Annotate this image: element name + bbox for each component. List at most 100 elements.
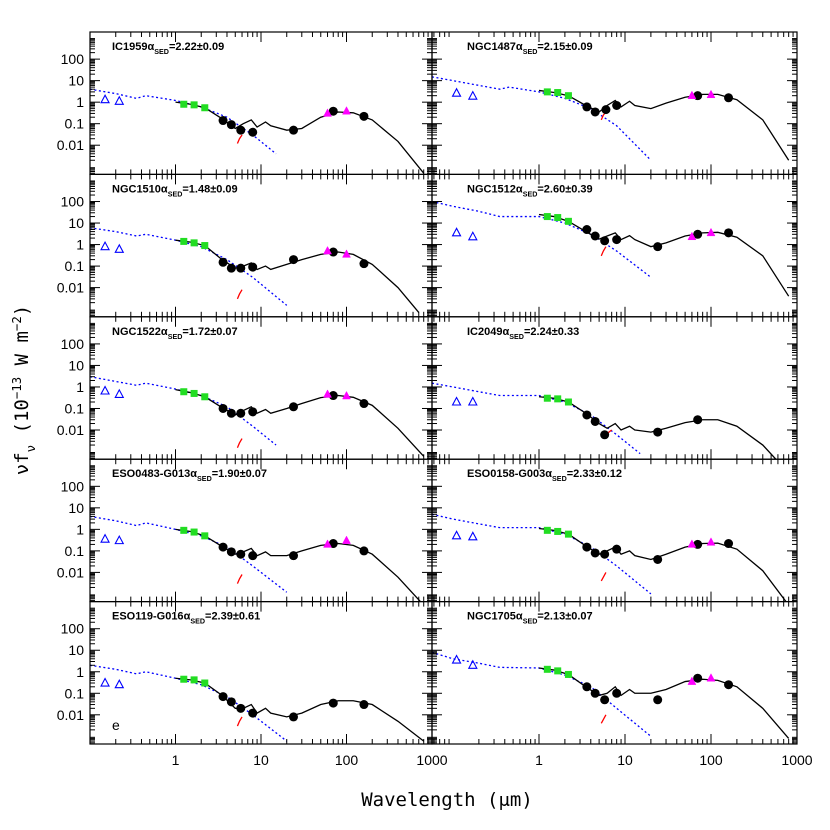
y-tick-label: 10 (68, 642, 84, 658)
data-point (201, 242, 209, 250)
model-curve (538, 527, 787, 602)
data-point (190, 676, 198, 684)
galaxy-name: NGC1522 (112, 326, 161, 338)
data-point (600, 549, 610, 559)
data-point (323, 108, 332, 117)
label-part: ) (11, 305, 33, 316)
data-point (236, 408, 246, 418)
data-point (601, 105, 611, 115)
data-point (218, 403, 228, 413)
y-tick-label: 0.01 (57, 707, 84, 723)
y-tick-label: 100 (61, 194, 85, 210)
data-point (467, 659, 478, 669)
panel-note: e (112, 717, 120, 733)
data-point (564, 398, 572, 406)
data-point (226, 547, 236, 557)
data-point (564, 670, 572, 678)
data-point (554, 395, 562, 403)
data-point (359, 259, 369, 269)
y-tick-label: 1 (76, 521, 84, 537)
data-point (467, 396, 478, 406)
data-point (451, 530, 462, 540)
data-point (236, 549, 246, 559)
data-point (236, 703, 246, 713)
plot-area (432, 76, 790, 161)
label-sub: SED (168, 333, 183, 341)
galaxy-name: IC2049 (467, 326, 502, 338)
data-point (451, 227, 462, 237)
data-point (323, 389, 332, 398)
data-point (226, 263, 236, 273)
galaxy-name: ESO119-G016 (112, 611, 184, 623)
data-point (201, 679, 209, 687)
data-point (467, 231, 478, 241)
label-part: α (516, 611, 523, 623)
data-point (289, 125, 299, 135)
data-point (100, 533, 110, 543)
x-axis-label: Wavelength (μm) (361, 789, 533, 811)
data-point (693, 229, 703, 239)
model-curve (175, 389, 425, 457)
data-point (100, 240, 110, 251)
panel: 0.01 0.1 1 10 100 IC1959αSED=2.22±0.09 (57, 31, 433, 175)
model-curve (236, 438, 243, 448)
y-tick-label: 100 (61, 478, 85, 494)
x-tick-label: 1 (172, 752, 180, 768)
panel-frame (431, 600, 798, 745)
model-curve (538, 396, 777, 460)
y-tick-label: 0.1 (65, 543, 85, 559)
panel: NGC1512αSED=2.60±0.39 (431, 173, 798, 318)
label-sub: ν (24, 445, 38, 452)
data-point (226, 120, 236, 130)
model-curve (175, 528, 422, 602)
label-part: α (516, 41, 523, 53)
data-point (564, 530, 572, 538)
model-curve (175, 101, 425, 174)
data-point (248, 708, 258, 718)
galaxy-name: ESO0158-G003 (467, 468, 545, 480)
label-part: α (184, 611, 191, 623)
y-tick-label: 0.1 (65, 400, 85, 416)
label-super: −2 (10, 316, 24, 331)
data-point (218, 542, 228, 552)
label-part: α (147, 41, 154, 53)
y-tick-label: 1 (76, 379, 84, 395)
data-point (612, 544, 622, 554)
data-point (543, 213, 551, 221)
label-part: =2.39±0.61 (205, 611, 260, 623)
panel-title: NGC1512αSED=2.60±0.39 (467, 183, 593, 198)
data-point (236, 125, 246, 135)
label-part: =1.72±0.07 (182, 326, 237, 338)
galaxy-name: NGC1705 (467, 611, 516, 623)
panel-title: ESO0483-G013αSED=1.90±0.07 (112, 468, 267, 483)
label-sub: SED (154, 48, 169, 56)
data-point (289, 402, 299, 412)
model-curve (538, 89, 790, 161)
y-tick-label: 0.1 (65, 116, 85, 132)
panel: IC2049αSED=2.24±0.33 (431, 316, 798, 460)
label-part: =1.48±0.09 (182, 183, 237, 195)
data-point (706, 537, 716, 546)
y-tick-label: 10 (68, 215, 84, 231)
plot-area (432, 200, 790, 297)
data-point (693, 673, 703, 683)
data-point (114, 679, 125, 689)
galaxy-name: IC1959 (112, 41, 147, 53)
y-tick-label: 1 (76, 664, 84, 680)
data-point (190, 101, 198, 109)
data-point (342, 249, 351, 258)
label-part: (10 (11, 399, 33, 445)
y-tick-label: 0.01 (57, 422, 84, 438)
data-point (323, 539, 332, 548)
data-point (693, 415, 703, 425)
data-point (706, 227, 716, 237)
data-point (687, 231, 697, 241)
x-tick-label: 10 (253, 752, 269, 768)
data-point (190, 528, 198, 536)
data-point (328, 539, 338, 549)
data-point (328, 698, 338, 708)
y-tick-label: 100 (61, 621, 85, 637)
label-super: −13 (10, 377, 24, 399)
